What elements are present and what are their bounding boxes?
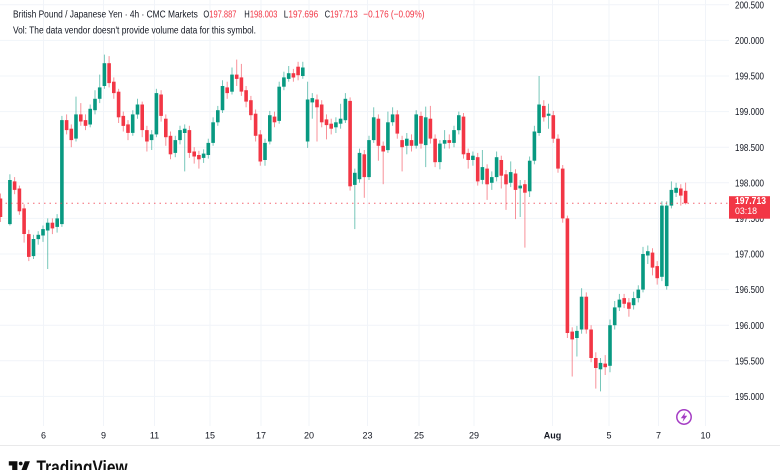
svg-text:10: 10 [700, 431, 710, 441]
svg-text:200.000: 200.000 [735, 36, 764, 47]
svg-text:197.713: 197.713 [735, 196, 766, 207]
svg-text:11: 11 [150, 431, 159, 441]
svg-text:9: 9 [101, 431, 106, 441]
svg-text:03:18: 03:18 [735, 206, 757, 216]
svg-text:23: 23 [362, 431, 372, 441]
svg-text:196.500: 196.500 [735, 285, 764, 296]
svg-text:195.000: 195.000 [735, 392, 764, 403]
svg-text:Vol: The data vendor doesn't p: Vol: The data vendor doesn't provide vol… [13, 26, 256, 37]
svg-text:29: 29 [469, 431, 479, 441]
svg-text:200.500: 200.500 [735, 0, 764, 11]
svg-text:6: 6 [41, 431, 46, 441]
svg-text:197.500: 197.500 [735, 214, 764, 225]
svg-text:199.000: 199.000 [735, 107, 764, 118]
svg-text:198.500: 198.500 [735, 143, 764, 154]
svg-text:196.000: 196.000 [735, 321, 764, 332]
svg-text:195.500: 195.500 [735, 356, 764, 367]
svg-text:O197.887: O197.887 [203, 10, 236, 21]
svg-text:198.000: 198.000 [735, 178, 764, 189]
svg-text:197.000: 197.000 [735, 250, 764, 261]
svg-text:20: 20 [304, 431, 314, 441]
svg-text:7: 7 [656, 431, 661, 441]
svg-text:17: 17 [256, 431, 266, 441]
svg-text:15: 15 [205, 431, 215, 441]
svg-text:British Pound / Japanese Yen ·: British Pound / Japanese Yen · 4h · CMC … [13, 10, 198, 21]
svg-text:L197.696: L197.696 [284, 10, 319, 21]
svg-text:−0.176 (−0.09%): −0.176 (−0.09%) [363, 10, 424, 21]
svg-text:5: 5 [606, 431, 611, 441]
svg-text:25: 25 [414, 431, 424, 441]
svg-text:H198.003: H198.003 [244, 10, 277, 21]
svg-text:TradingView: TradingView [37, 458, 128, 470]
svg-text:199.500: 199.500 [735, 72, 764, 83]
svg-text:C197.713: C197.713 [325, 10, 358, 21]
svg-text:Aug: Aug [544, 431, 562, 441]
